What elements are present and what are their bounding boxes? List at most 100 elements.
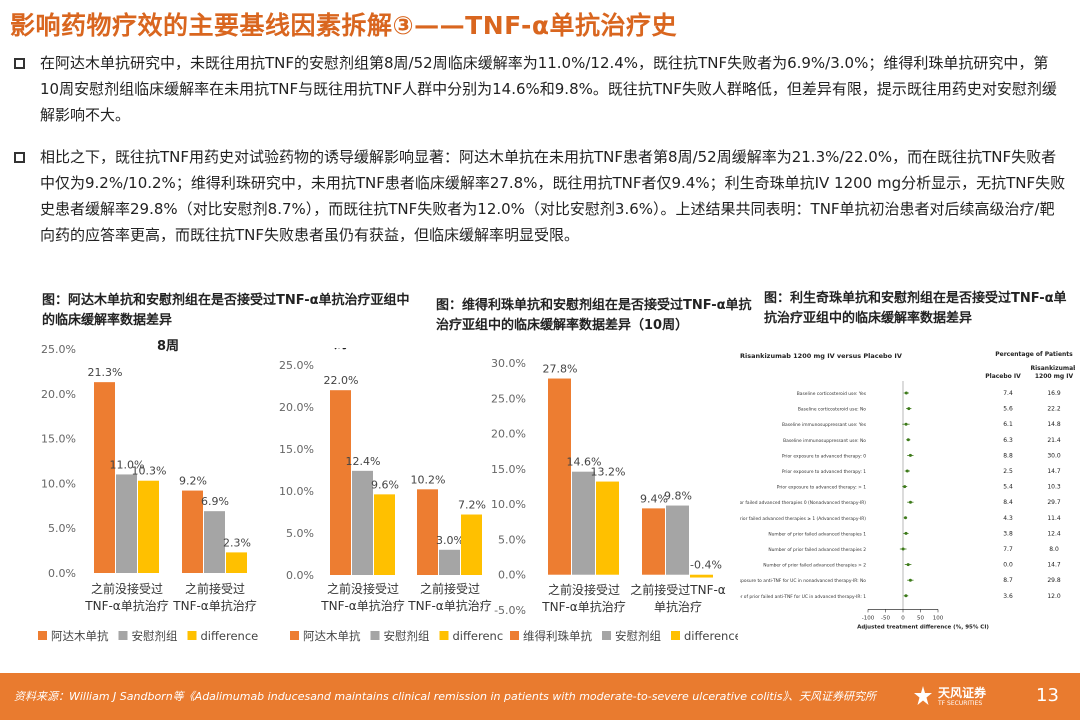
x-category-label: 之前没接受过 [91, 581, 163, 596]
forest-row-label: Number of prior failed advanced therapie… [763, 563, 866, 569]
forest-title: Risankizumab 1200 mg IV versus Placebo I… [740, 352, 902, 360]
y-tick-label: 5.0% [286, 527, 314, 540]
x-tick-label: 50 [917, 615, 924, 621]
legend-vedolizumab: 维得利珠单抗 安慰剂组 difference [510, 629, 738, 643]
x-tick-label: 100 [933, 615, 944, 621]
placebo-value: 7.7 [1003, 546, 1013, 553]
data-label: 9.8% [664, 490, 692, 503]
chart-subtitle: 52周 [316, 348, 347, 352]
risa-value: 8.0 [1049, 546, 1059, 553]
bar [417, 489, 438, 575]
company-logo: 天风证券 TF SECURITIES [912, 683, 1004, 713]
y-tick-label: 5.0% [48, 522, 76, 535]
data-label: 22.0% [324, 374, 359, 387]
placebo-value: 5.4 [1003, 484, 1013, 491]
x-axis-label: Adjusted treatment difference (%, 95% CI… [857, 624, 989, 630]
legend-adalimumab-52w: 阿达木单抗 安慰剂组 difference [290, 629, 503, 643]
forest-row-label: Number of prior failed advanced therapie… [768, 531, 866, 537]
y-tick-label: 10.0% [41, 477, 76, 490]
y-tick-label: 25.0% [279, 359, 314, 372]
bullet-text: 在阿达木单抗研究中，未既往用抗TNF的安慰剂组第8周/52周临床缓解率为11.0… [40, 54, 1057, 124]
y-tick-label: 0.0% [498, 569, 526, 582]
logo-subtext: TF SECURITIES [938, 700, 983, 707]
placebo-value: 8.8 [1003, 452, 1013, 459]
bar [182, 490, 203, 573]
chart-subtitle: 8周 [157, 339, 179, 354]
y-tick-label: 0.0% [286, 569, 314, 582]
placebo-value: 6.1 [1003, 421, 1013, 428]
data-label: 6.9% [201, 495, 229, 508]
data-label: 21.3% [88, 366, 123, 379]
effect-point [904, 531, 908, 535]
x-category-label: 之前没接受过 [548, 582, 620, 597]
effect-point [903, 516, 907, 520]
effect-point [904, 422, 908, 426]
x-tick-label: 0 [901, 615, 905, 621]
effect-point [907, 407, 911, 411]
y-tick-label: 25.0% [41, 343, 76, 356]
y-tick-label: 30.0% [491, 357, 526, 370]
placebo-value: 5.6 [1003, 406, 1013, 413]
logo-text: 天风证券 [938, 686, 987, 700]
bar [439, 549, 460, 575]
legend-swatch [370, 631, 380, 640]
effect-point [904, 391, 908, 395]
data-label: 12.4% [346, 455, 381, 468]
effect-point [904, 594, 908, 598]
y-tick-label: 25.0% [491, 392, 526, 405]
data-label: 27.8% [543, 363, 578, 376]
risa-value: 12.0 [1047, 593, 1061, 600]
effect-point [908, 500, 912, 504]
legend-swatch [439, 631, 449, 640]
data-label: 11.0% [110, 458, 145, 471]
placebo-value: 4.3 [1003, 515, 1013, 522]
forest-row-label: Prior exposure to advanced therapy: > 1 [777, 485, 866, 491]
legend-swatch [671, 631, 680, 640]
legend-swatch [38, 631, 47, 640]
risa-value: 29.8 [1047, 577, 1061, 584]
x-category-label: 之前接受过TNF-α [630, 582, 726, 597]
risa-value: 14.8 [1047, 421, 1061, 428]
risa-value: 12.4 [1047, 530, 1061, 537]
effect-point [906, 438, 910, 442]
bar [352, 470, 373, 575]
placebo-value: 2.5 [1003, 468, 1013, 475]
x-tick-label: -50 [881, 615, 890, 621]
y-tick-label: 20.0% [491, 428, 526, 441]
legend-swatch [510, 631, 519, 640]
y-tick-label: 10.0% [491, 498, 526, 511]
risa-value: 14.7 [1047, 562, 1061, 569]
forest-row-label: Prior exposure to advanced therapy: 1 [782, 469, 866, 475]
bar-chart-8-week: 0.0% 5.0% 10.0% 15.0% 20.0% 25.0% 8周 21.3% 11.0%… [41, 339, 257, 613]
forest-row-label: Prior exposure to anti-TNF for UC in non… [740, 578, 866, 584]
source-note: 资料来源：William J Sandborn等《Adalimumab indu… [14, 690, 877, 703]
effect-point [908, 578, 912, 582]
forest-col-header: Percentage of Patients [995, 351, 1073, 358]
forest-row-label: Baseline immunosuppressant use: No [783, 438, 866, 444]
data-label: 7.2% [458, 499, 486, 512]
y-tick-label: 15.0% [491, 463, 526, 476]
logo-mark-icon [914, 686, 932, 705]
bullet-square-icon [14, 152, 25, 163]
bullet-point-2: 相比之下，既往抗TNF用药史对试验药物的诱导缓解影响显著：阿达木单抗在未用抗TN… [14, 144, 1066, 248]
x-category-label: TNF-α单抗治疗 [407, 598, 491, 613]
risa-value: 10.3 [1047, 484, 1061, 491]
effect-point [901, 547, 905, 551]
placebo-value: 8.7 [1003, 577, 1013, 584]
y-tick-label: 0.0% [48, 567, 76, 580]
forest-row-label: Baseline immunosuppressant use: Yes [782, 422, 867, 428]
y-tick-label: 20.0% [279, 401, 314, 414]
effect-point [908, 453, 912, 457]
placebo-value: 0.0 [1003, 562, 1013, 569]
legend-label: 安慰剂组 [132, 629, 178, 643]
bullet-square-icon [14, 58, 25, 69]
risa-value: 11.4 [1047, 515, 1061, 522]
y-tick-label: 5.0% [498, 533, 526, 546]
risa-value: 30.0 [1047, 452, 1061, 459]
x-category-label: TNF-α单抗治疗 [541, 599, 625, 614]
forest-row-label: Number of prior failed advanced therapie… [768, 547, 866, 553]
forest-col-placebo: Placebo IV [985, 373, 1021, 380]
forest-row-label: Number of prior failed advanced therapie… [740, 516, 866, 522]
footer-bar: 资料来源：William J Sandborn等《Adalimumab indu… [0, 673, 1080, 720]
placebo-value: 3.6 [1003, 593, 1013, 600]
